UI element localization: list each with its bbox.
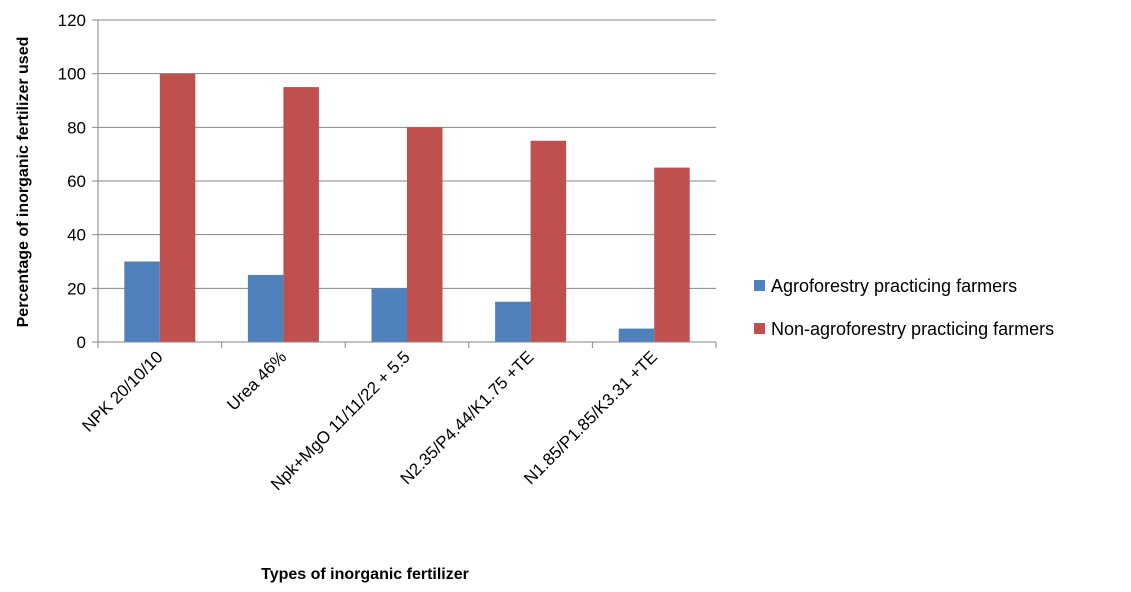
x-category-label: Urea 46% [223,347,290,414]
y-tick-label: 60 [67,172,86,191]
y-axis-title: Percentage of inorganic fertilizer used [15,37,32,328]
bar-non-agroforestry [654,167,690,342]
bar-non-agroforestry [530,140,567,342]
legend: Agroforestry practicing farmers Non-agrof… [754,276,1054,339]
y-tick-label: 120 [58,11,86,30]
bar-agroforestry [618,328,655,342]
legend-label: Agroforestry practicing farmers [771,276,1017,296]
x-axis-title: Types of inorganic fertilizer [261,566,469,583]
y-tick-label: 0 [77,333,86,352]
bar-non-agroforestry [407,127,443,342]
bar-agroforestry [495,301,531,342]
y-tick-labels: 0 20 40 60 80 100 120 [58,11,86,352]
legend-swatch [754,280,765,291]
x-category-label: N1.85/P1.85/K3.31 +TE [520,347,661,488]
bar-agroforestry [124,261,160,342]
bars [124,73,690,343]
x-tick-labels: NPK 20/10/10 Urea 46%Npk+MgO 11/11/22 + 5… [78,347,661,494]
bar-agroforestry [247,274,284,342]
y-tick-label: 20 [67,279,86,298]
x-category-label: N2.35/P4.44/K1.75 +TE [397,347,538,488]
x-category-label: Npk+MgO 11/11/22 + 5.5 [267,347,414,494]
y-tick-label: 100 [58,65,86,84]
bar-agroforestry [371,288,407,342]
x-category-label: NPK 20/10/10 [78,347,166,435]
bar-non-agroforestry [283,87,319,342]
legend-swatch [754,323,765,334]
axes [92,19,717,348]
legend-label: Non-agroforestry practicing farmers [771,319,1054,339]
y-tick-label: 40 [67,226,86,245]
bar-non-agroforestry [159,73,196,343]
y-tick-label: 80 [67,118,86,137]
